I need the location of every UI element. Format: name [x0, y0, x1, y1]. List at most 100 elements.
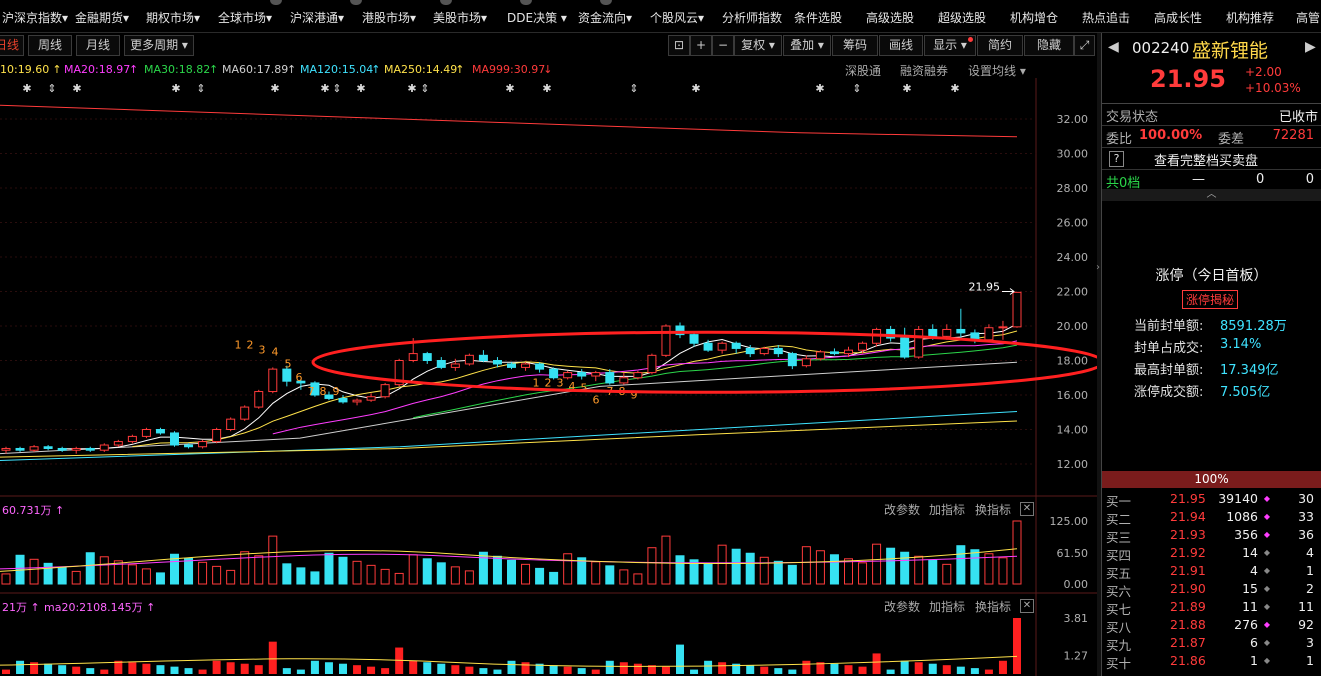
lock-icon[interactable]: ⊡: [668, 35, 690, 56]
collapse-chevron-icon[interactable]: ︿: [1102, 189, 1321, 201]
indicator-bar: [240, 663, 249, 674]
event-marker-icon: ✱: [171, 82, 180, 95]
window-handle-icon: [270, 0, 282, 5]
menu-item-3[interactable]: 全球市场▾: [218, 11, 273, 25]
menu-item-16[interactable]: 高成长性: [1154, 11, 1203, 25]
help-icon[interactable]: ?: [1109, 151, 1124, 167]
limit-up-tag[interactable]: 涨停揭秘: [1182, 290, 1239, 309]
splitter-grip-icon[interactable]: ›: [1096, 262, 1100, 273]
menu-item-11[interactable]: 条件选股: [794, 11, 843, 25]
weibi-row: 委比 100.00% 委差 72281: [1106, 128, 1318, 148]
indicator-bar: [100, 669, 109, 674]
volume-switch-indicator[interactable]: 换指标: [975, 503, 1012, 517]
volume-legend: 60.731万 ↑: [2, 504, 65, 517]
volume-bar: [352, 560, 362, 585]
prev-stock-icon[interactable]: ◀: [1108, 39, 1119, 55]
menu-item-9[interactable]: 个股风云▾: [650, 11, 705, 25]
next-stock-icon[interactable]: ▶: [1305, 39, 1316, 55]
zoom-in-icon[interactable]: +: [690, 35, 712, 56]
indicator-bar: [886, 669, 895, 674]
order-book-row[interactable]: 买七 21.89 11 ◆ 11: [1102, 598, 1320, 617]
toolbar-button-4[interactable]: 显示 ▾: [924, 35, 976, 56]
order-book-row[interactable]: 买一 21.95 39140 ◆ 30: [1102, 490, 1320, 509]
indicator-bar: [381, 668, 390, 674]
order-book-row[interactable]: 买四 21.92 14 ◆ 4: [1102, 544, 1320, 563]
period-tab-2[interactable]: 月线: [76, 35, 120, 56]
indicator-bar: [872, 653, 881, 674]
volume-change-params[interactable]: 改参数: [884, 503, 921, 517]
order-book-row[interactable]: 买九 21.87 6 ◆ 3: [1102, 634, 1320, 653]
link-margin-trading[interactable]: 融资融券: [900, 64, 949, 78]
panel-splitter[interactable]: [1097, 33, 1101, 676]
event-marker-icon: ⇕: [196, 82, 205, 95]
full-book-row[interactable]: ? 查看完整档买卖盘: [1106, 150, 1318, 170]
candle-body: [380, 384, 390, 398]
candle-body: [198, 441, 208, 448]
volume-add-indicator[interactable]: 加指标: [929, 503, 966, 517]
period-tab-3[interactable]: 更多周期 ▾: [124, 35, 194, 56]
order-book-row[interactable]: 买五 21.91 4 ◆ 1: [1102, 562, 1320, 581]
order-book-count: 1: [1306, 563, 1314, 578]
order-book-row[interactable]: 买八 21.88 276 ◆ 92: [1102, 616, 1320, 635]
indicator-bar: [507, 660, 516, 674]
fullscreen-icon[interactable]: ⤢: [1074, 35, 1095, 56]
menu-item-0[interactable]: 沪深京指数▾: [2, 11, 69, 25]
menu-item-4[interactable]: 沪深港通▾: [290, 11, 345, 25]
link-set-ma[interactable]: 设置均线 ▾: [968, 64, 1026, 78]
menu-item-10[interactable]: 分析师指数: [722, 11, 783, 25]
event-marker-icon: ✱: [320, 82, 329, 95]
candle-body: [1, 447, 11, 451]
menu-item-7[interactable]: DDE决策 ▾: [507, 11, 567, 25]
indicator-bar: [353, 665, 362, 674]
volume-bar: [492, 555, 502, 585]
indicator-bar: [690, 669, 699, 674]
menu-item-8[interactable]: 资金流向▾: [578, 11, 633, 25]
menu-item-1[interactable]: 金融期货▾: [75, 11, 130, 25]
order-book-row[interactable]: 买三 21.93 356 ◆ 36: [1102, 526, 1320, 545]
order-book-price: 21.89: [1170, 599, 1206, 614]
indicator-close-icon[interactable]: ✕: [1020, 599, 1034, 613]
indicator-switch-indicator[interactable]: 换指标: [975, 600, 1012, 614]
menu-item-5[interactable]: 港股市场▾: [362, 11, 417, 25]
weicha-label: 委差: [1218, 132, 1245, 147]
volume-bar: [844, 558, 853, 585]
indicator-add-indicator[interactable]: 加指标: [929, 600, 966, 614]
menu-item-13[interactable]: 超级选股: [938, 11, 987, 25]
order-book-row[interactable]: 买二 21.94 1086 ◆ 33: [1102, 508, 1320, 527]
toolbar-button-5[interactable]: 简约: [977, 35, 1023, 56]
toolbar-button-6[interactable]: 隐藏: [1024, 35, 1074, 56]
menu-item-2[interactable]: 期权市场▾: [146, 11, 201, 25]
menu-item-12[interactable]: 高级选股: [866, 11, 915, 25]
volume-bar: [577, 557, 587, 585]
toolbar-button-3[interactable]: 画线: [879, 35, 923, 56]
order-book-row[interactable]: 买十 21.86 1 ◆ 1: [1102, 652, 1320, 671]
candle-body: [155, 429, 165, 434]
indicator-bar: [1013, 618, 1021, 674]
menu-item-17[interactable]: 机构推荐: [1226, 11, 1275, 25]
menu-item-6[interactable]: 美股市场▾: [433, 11, 488, 25]
indicator-bar: [184, 668, 193, 674]
menu-item-18[interactable]: 高管: [1296, 11, 1321, 25]
volume-bar: [717, 544, 727, 585]
event-marker-icon: ✱: [691, 82, 700, 95]
indicator-change-params[interactable]: 改参数: [884, 600, 921, 614]
toolbar-button-0[interactable]: 复权 ▾: [734, 35, 782, 56]
toolbar-button-1[interactable]: 叠加 ▾: [783, 35, 831, 56]
volume-bar: [310, 571, 320, 585]
menu-item-15[interactable]: 热点追击: [1082, 11, 1131, 25]
zoom-out-icon[interactable]: −: [712, 35, 734, 56]
order-book-row[interactable]: 买六 21.90 15 ◆ 2: [1102, 580, 1320, 599]
menu-item-14[interactable]: 机构增仓: [1010, 11, 1059, 25]
diamond-icon: ◆: [1263, 584, 1270, 593]
kline-chart[interactable]: 32.0030.0028.0026.0024.0022.0020.0018.00…: [0, 78, 1097, 676]
indicator-bar: [914, 662, 923, 674]
period-tab-0[interactable]: 日线: [0, 35, 24, 56]
toolbar-button-2[interactable]: 筹码: [832, 35, 878, 56]
volume-close-icon[interactable]: ✕: [1020, 502, 1034, 516]
period-tab-1[interactable]: 周线: [28, 35, 72, 56]
indicator-bar: [30, 662, 39, 674]
volume-bar: [858, 562, 868, 585]
full-book-link[interactable]: 查看完整档买卖盘: [1154, 154, 1259, 169]
link-shenguton[interactable]: 深股通: [845, 64, 882, 78]
order-book-price: 21.87: [1170, 635, 1206, 650]
